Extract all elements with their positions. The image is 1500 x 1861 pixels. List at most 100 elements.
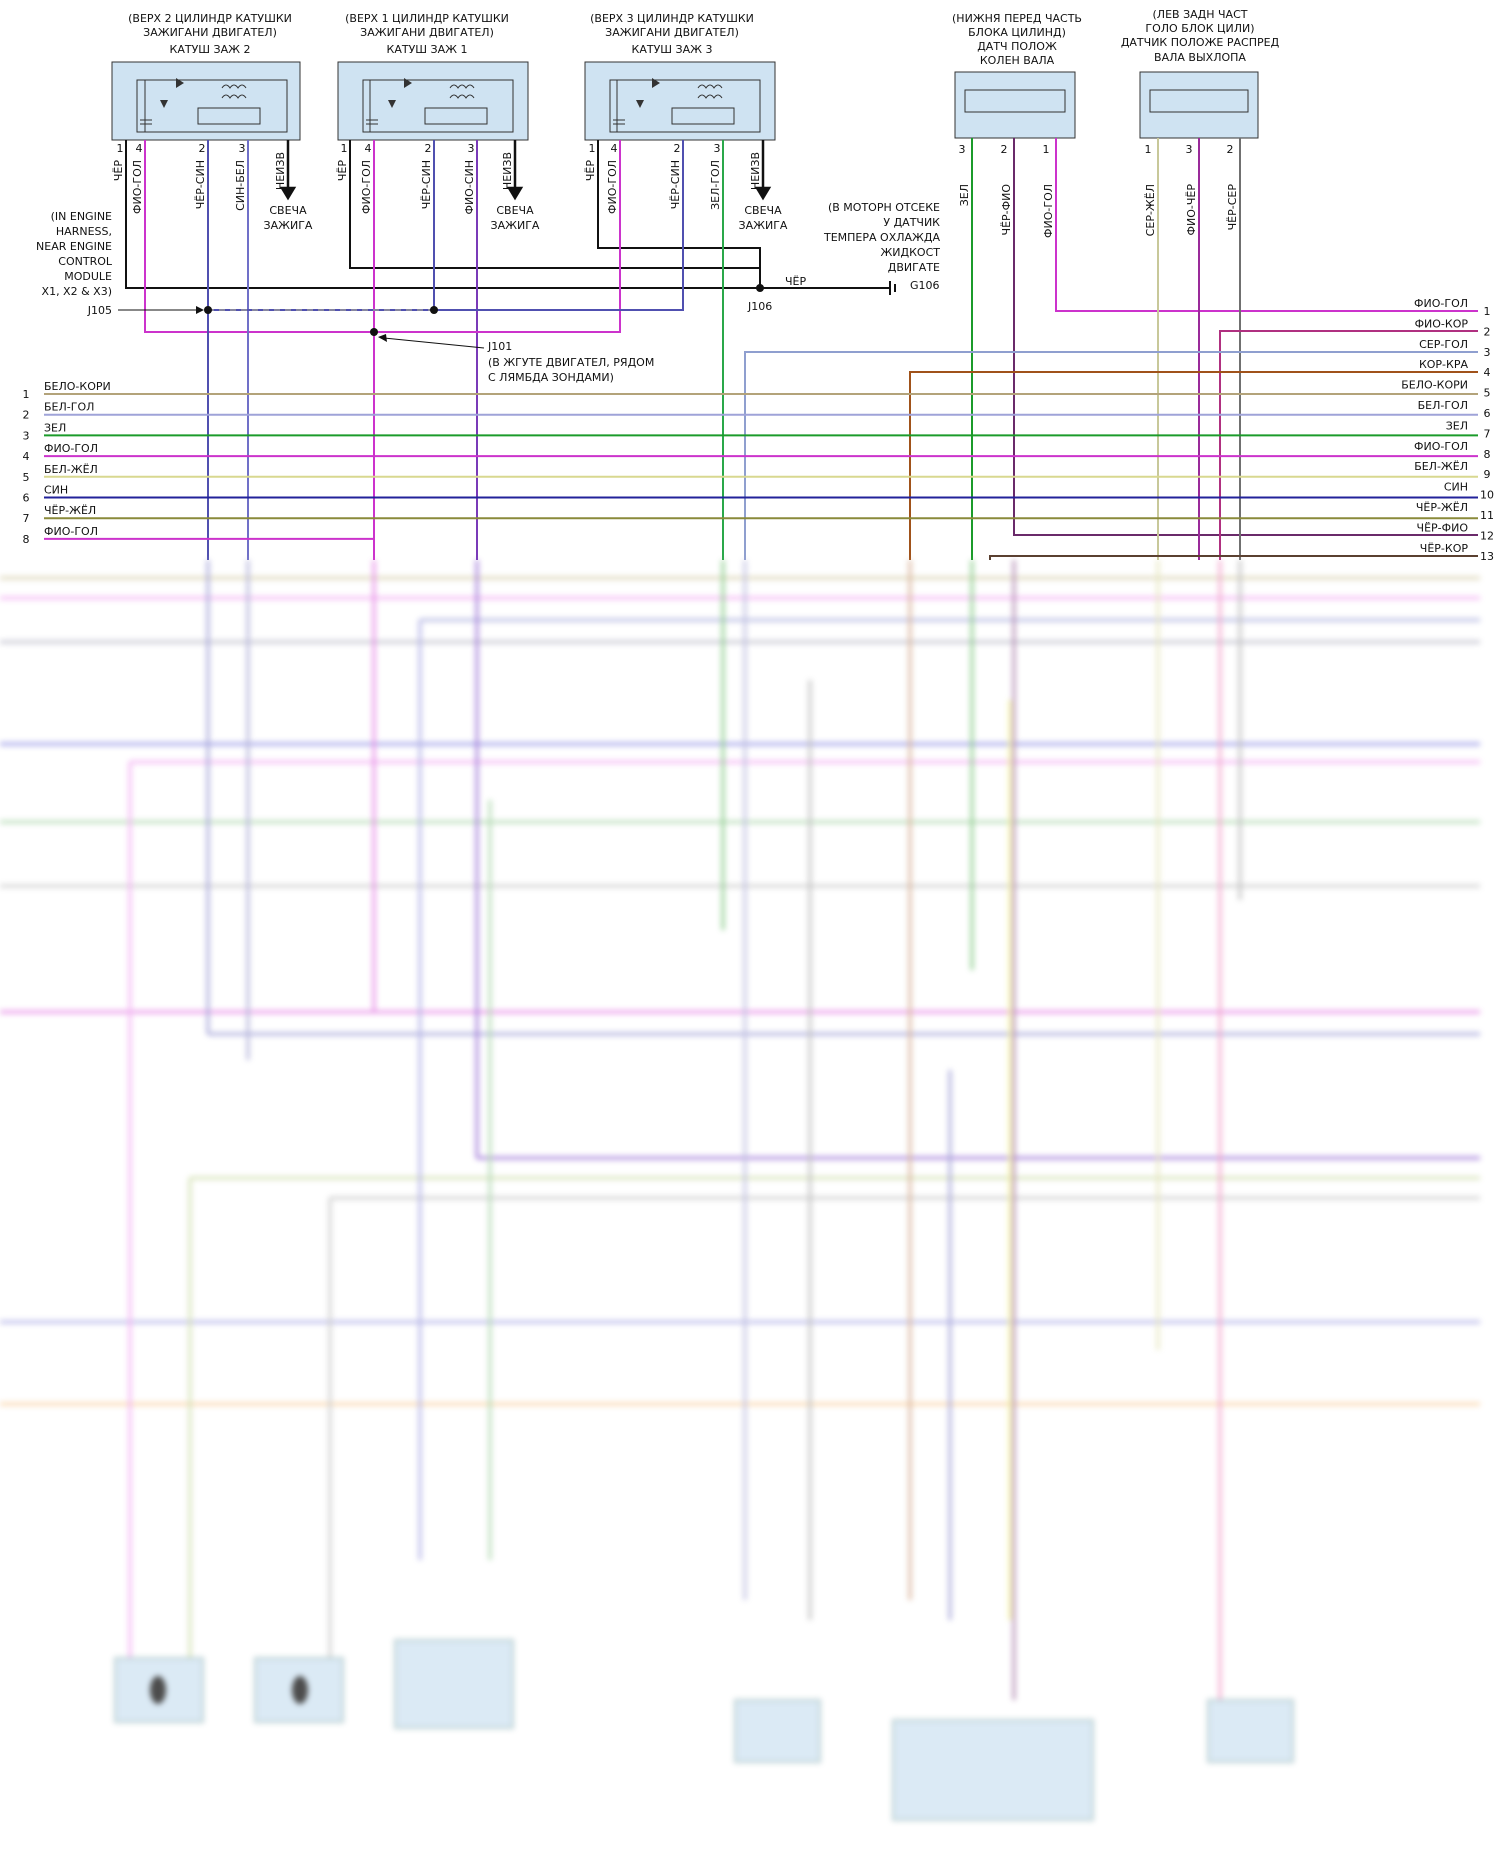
cmp-title-line3: ДАТЧИК ПОЛОЖЕ РАСПРЕД [1121,36,1280,49]
coil3-pin-4: 4 [611,142,618,155]
coil3-out-label: НЕИЗВ [749,152,762,190]
right-pin-8-label: ФИО-ГОЛ [1414,440,1468,453]
cmp-title-line2: ГОЛО БЛОК ЦИЛИ) [1145,22,1254,35]
j101-note-line1: (В ЖГУТЕ ДВИГАТЕЛ, РЯДОМ [488,356,654,369]
left-pin-7: 7 [23,512,30,525]
wire-right-ser-gol [744,351,1478,560]
right-pin-6: 6 [1484,407,1491,420]
wire-coil3-chyor [597,140,761,288]
g106-note-line3: ТЕМПЕРА ОХЛАЖДА [823,231,940,244]
connector-bus [44,393,1478,540]
ckp-pin-2-wire: ЧЁР-ФИО [1000,184,1013,236]
coil3-title-line2: ЗАЖИГАНИ ДВИГАТЕЛ) [605,26,739,39]
j106-label: J106 [747,300,772,313]
g106-note-line4: ЖИДКОСТ [880,246,940,259]
spark-plug-arrow-icons [279,140,772,201]
wire-right-chyor-kor [989,555,1478,560]
wire-coil3-fio-gol [374,140,621,333]
ckp-title-line1: (НИЖНЯ ПЕРЕД ЧАСТЬ [952,12,1082,25]
right-pin-7: 7 [1484,427,1491,440]
coil1-pin-1-wire: ЧЁР [336,160,349,181]
cmp-pin-1: 1 [1145,143,1152,156]
right-pin-11-label: ЧЁР-ЖЁЛ [1416,501,1468,514]
coil1-title-line2: ЗАЖИГАНИ ДВИГАТЕЛ) [360,26,494,39]
right-pin-2: 2 [1484,325,1491,338]
j105-note-line1: (IN ENGINE [51,210,112,223]
right-pin-4: 4 [1484,366,1491,379]
j101-note-line2: С ЛЯМБДА ЗОНДАМИ) [488,371,614,384]
right-pin-11: 11 [1480,509,1494,522]
coil1-pin-3: 3 [468,142,475,155]
coil3-pin-4-wire: ФИО-ГОЛ [606,160,619,214]
j105-arrowhead [196,306,204,314]
coil3-box [584,61,776,141]
coil2-pin-2-wire: ЧЁР-СИН [194,160,207,209]
ckp-title-line4: КОЛЕН ВАЛА [980,54,1055,67]
j105-note-line5: MODULE [64,270,112,283]
g106-note-line5: ДВИГАТЕ [888,261,940,274]
left-pin-5-label: БЕЛ-ЖЁЛ [44,463,98,476]
coil3-pin-1-wire: ЧЁР [584,160,597,181]
ground-icon [889,281,896,295]
left-pin-7-label: ЧЁР-ЖЁЛ [44,504,96,517]
ckp-sensor-box [954,71,1076,139]
coil2-title: (ВЕРХ 2 ЦИЛИНДР КАТУШКИ ЗАЖИГАНИ ДВИГАТЕ… [128,12,292,56]
cmp-sensor-box [1139,71,1259,139]
j101-dot [370,328,378,336]
j101-arrow [383,337,485,349]
coil1-plug-line1: СВЕЧА [496,204,534,217]
ckp-pin-1: 1 [1043,143,1050,156]
coil3-pin-2-wire: ЧЁР-СИН [669,160,682,209]
ckp-pin-3: 3 [959,143,966,156]
j101-arrowhead [378,334,387,342]
coil2-pin-4: 4 [136,142,143,155]
left-pin-8-label: ФИО-ГОЛ [44,525,98,538]
coil2-pin-1: 1 [117,142,124,155]
right-pin-5: 5 [1484,387,1491,400]
wire-coil2-fio-gol [144,140,374,333]
cmp-sensor-title: (ЛЕВ ЗАДН ЧАСТ ГОЛО БЛОК ЦИЛИ) ДАТЧИК ПО… [1121,8,1280,64]
connector-labels: 1 БЕЛО-КОРИ 2 БЕЛ-ГОЛ 3 ЗЕЛ 4 ФИО-ГОЛ 5 БЕЛ-ЖЁЛ 6 С… [23,297,1495,563]
coil1-title-line3: КАТУШ ЗАЖ 1 [387,43,468,56]
ckp-pin-1-wire: ФИО-ГОЛ [1042,184,1055,238]
coil1-pin-1: 1 [341,142,348,155]
left-pin-1: 1 [23,388,30,401]
j105-dot-left [204,306,212,314]
ckp-title-line2: БЛОКА ЦИЛИНД) [968,26,1066,39]
left-pin-8: 8 [23,533,30,546]
coil2-title-line3: КАТУШ ЗАЖ 2 [170,43,251,56]
cmp-title-line1: (ЛЕВ ЗАДН ЧАСТ [1153,8,1248,21]
right-pin-8: 8 [1484,448,1491,461]
right-pin-3: 3 [1484,346,1491,359]
j105-note-line2: HARNESS, [56,225,112,238]
coil3-pin-1: 1 [589,142,596,155]
coil1-pin-4: 4 [365,142,372,155]
ckp-sensor-title: (НИЖНЯ ПЕРЕД ЧАСТЬ БЛОКА ЦИЛИНД) ДАТЧ ПО… [952,12,1082,67]
coil3-title-line1: (ВЕРХ 3 ЦИЛИНДР КАТУШКИ [590,12,754,25]
left-pin-6-label: СИН [44,484,68,497]
spark-plug-labels: СВЕЧА ЗАЖИГА СВЕЧА ЗАЖИГА СВЕЧА ЗАЖИГА [264,204,788,232]
coil2-title-line2: ЗАЖИГАНИ ДВИГАТЕЛ) [143,26,277,39]
right-pin-6-label: БЕЛ-ГОЛ [1418,399,1468,412]
j105-note-line6: X1, X2 & X3) [42,285,112,298]
coil2-plug-line2: ЗАЖИГА [264,219,313,232]
left-pin-5: 5 [23,471,30,484]
coil-boxes [111,61,1259,141]
ckp-pin-3-wire: ЗЕЛ [958,184,971,206]
wiring [125,138,1478,560]
right-pin-5-label: БЕЛО-КОРИ [1401,379,1468,392]
j105-note-line4: CONTROL [58,255,113,268]
right-pin-9-label: БЕЛ-ЖЁЛ [1414,460,1468,473]
coil2-out-label: НЕИЗВ [274,152,287,190]
coil3-plug-line1: СВЕЧА [744,204,782,217]
coil2-plug-line1: СВЕЧА [269,204,307,217]
ckp-pin-2: 2 [1001,143,1008,156]
right-pin-3-label: СЕР-ГОЛ [1419,338,1468,351]
coil1-pin-2: 2 [425,142,432,155]
g106-note-line2: У ДАТЧИК [883,216,940,229]
ground-wire-label: ЧЁР [785,275,806,288]
coil1-box [337,61,529,141]
coil1-pin-2-wire: ЧЁР-СИН [420,160,433,209]
left-pin-1-label: БЕЛО-КОРИ [44,380,111,393]
